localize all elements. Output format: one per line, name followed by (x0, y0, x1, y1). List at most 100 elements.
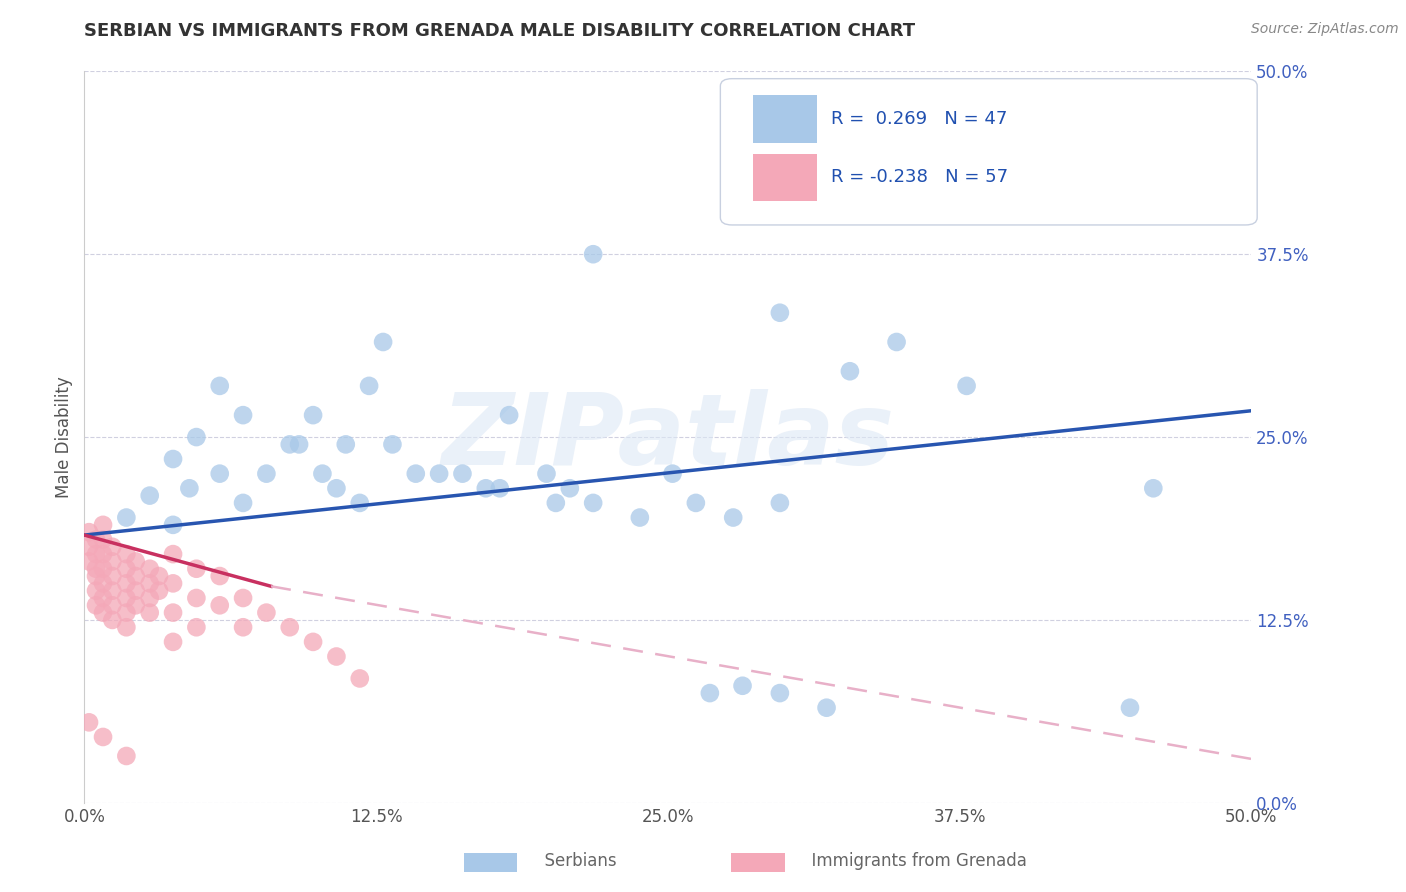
Point (769, 496, 792, 510)
Point (731, 679, 754, 693)
Text: ZIPatlas: ZIPatlas (441, 389, 894, 485)
Point (115, 620, 138, 634)
Point (162, 606, 184, 620)
Point (162, 547, 184, 561)
Point (115, 576, 138, 591)
Point (769, 306, 792, 320)
Point (179, 481, 201, 495)
Point (84, 583, 107, 598)
Point (371, 334, 394, 349)
Point (886, 334, 908, 349)
Point (162, 576, 184, 591)
Point (91, 533, 114, 547)
Point (91, 576, 114, 591)
Point (101, 599, 124, 613)
Point (186, 591, 208, 605)
Bar (754, 95, 817, 143)
Point (162, 517, 184, 532)
FancyBboxPatch shape (720, 78, 1257, 225)
Point (311, 467, 333, 481)
Point (335, 437, 357, 451)
Point (186, 620, 208, 634)
Point (838, 364, 860, 378)
Y-axis label: Male Disability: Male Disability (55, 376, 73, 498)
Point (125, 599, 148, 613)
Point (661, 467, 683, 481)
Point (84, 547, 107, 561)
Point (125, 554, 148, 568)
Point (582, 496, 605, 510)
Point (115, 562, 138, 576)
Point (278, 620, 301, 634)
Point (208, 599, 231, 613)
Point (582, 247, 605, 261)
Point (148, 569, 170, 583)
Point (101, 554, 124, 568)
Point (115, 591, 138, 605)
Point (138, 489, 160, 503)
Point (1119, 700, 1142, 714)
Point (302, 635, 325, 649)
Point (254, 467, 277, 481)
Point (101, 540, 124, 554)
Point (427, 467, 450, 481)
Point (115, 547, 138, 561)
Point (536, 467, 558, 481)
Point (815, 700, 838, 714)
Point (955, 379, 977, 393)
Point (91, 730, 114, 744)
Point (186, 562, 208, 576)
Point (544, 496, 567, 510)
Point (125, 583, 148, 598)
Point (232, 496, 254, 510)
Text: Serbians: Serbians (534, 852, 617, 870)
Point (325, 481, 347, 495)
Point (91, 517, 114, 532)
Point (77, 525, 100, 540)
Point (721, 510, 744, 524)
Point (115, 606, 138, 620)
Point (288, 437, 311, 451)
Point (232, 620, 254, 634)
Point (77, 554, 100, 568)
Point (232, 591, 254, 605)
Point (148, 583, 170, 598)
Text: Source: ZipAtlas.com: Source: ZipAtlas.com (1251, 22, 1399, 37)
Point (349, 672, 371, 686)
Point (359, 379, 381, 393)
Point (91, 606, 114, 620)
Point (77, 715, 100, 730)
Point (84, 599, 107, 613)
Point (1142, 481, 1164, 495)
Point (138, 562, 160, 576)
Point (84, 569, 107, 583)
Point (77, 540, 100, 554)
Text: Immigrants from Grenada: Immigrants from Grenada (801, 852, 1028, 870)
Point (91, 591, 114, 605)
Point (162, 452, 184, 467)
Point (278, 437, 301, 451)
Point (84, 533, 107, 547)
Point (186, 430, 208, 444)
Text: R = -0.238   N = 57: R = -0.238 N = 57 (831, 169, 1008, 186)
Point (628, 510, 651, 524)
Point (138, 591, 160, 605)
Point (488, 481, 510, 495)
Text: R =  0.269   N = 47: R = 0.269 N = 47 (831, 110, 1008, 128)
Point (162, 635, 184, 649)
Point (498, 408, 520, 422)
Point (101, 569, 124, 583)
Point (84, 562, 107, 576)
Point (325, 649, 347, 664)
Point (138, 606, 160, 620)
Point (349, 496, 371, 510)
Point (475, 481, 498, 495)
Point (208, 379, 231, 393)
Point (232, 408, 254, 422)
Point (125, 569, 148, 583)
Point (101, 613, 124, 627)
Text: SERBIAN VS IMMIGRANTS FROM GRENADA MALE DISABILITY CORRELATION CHART: SERBIAN VS IMMIGRANTS FROM GRENADA MALE … (84, 22, 915, 40)
Point (91, 562, 114, 576)
Point (208, 467, 231, 481)
Point (558, 481, 581, 495)
